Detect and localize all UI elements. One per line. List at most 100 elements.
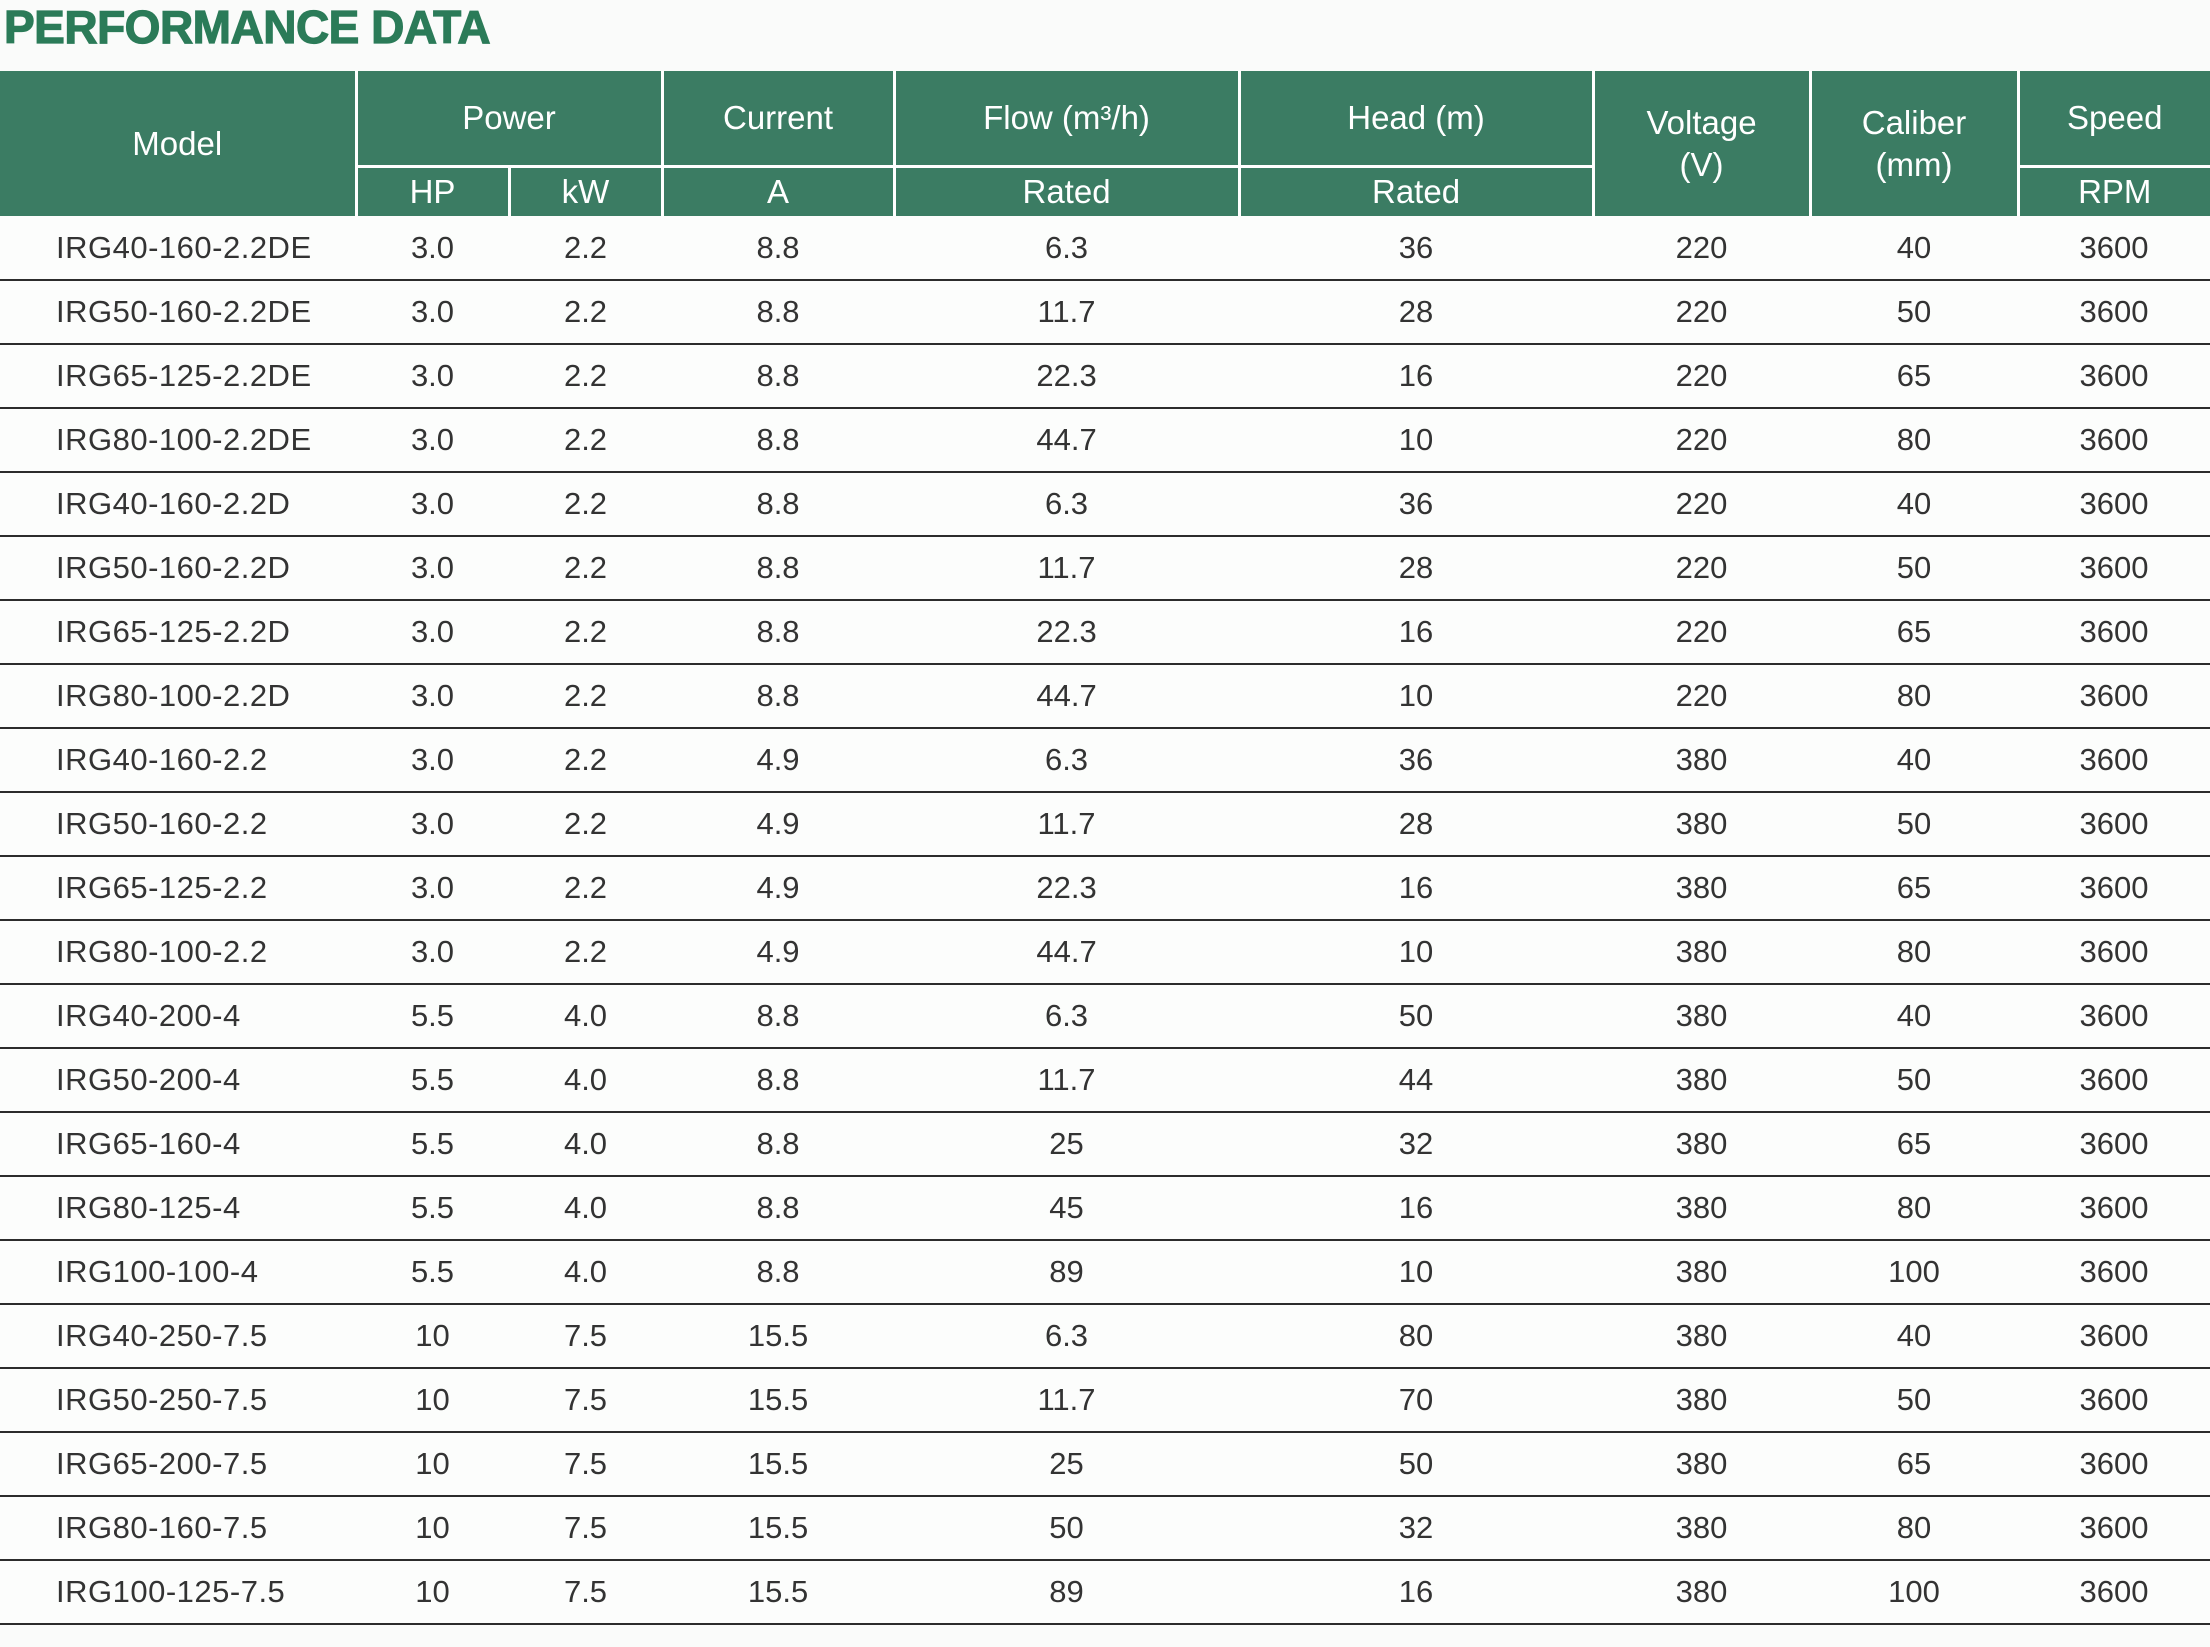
cell-flow-rated: 6.3 [894, 216, 1240, 281]
cell-power-kw: 4.0 [509, 984, 663, 1049]
cell-model: IRG50-160-2.2 [0, 792, 356, 857]
cell-voltage: 380 [1593, 1240, 1811, 1305]
cell-model: IRG80-125-4 [0, 1176, 356, 1241]
cell-caliber: 65 [1810, 600, 2019, 665]
table-body: IRG40-160-2.2DE 3.0 2.2 8.8 6.3 36 220 40 3600 IR… [0, 216, 2210, 1625]
page-title: PERFORMANCE DATA [3, 1, 491, 53]
cell-model: IRG50-160-2.2DE [0, 280, 356, 345]
cell-model: IRG80-160-7.5 [0, 1496, 356, 1561]
cell-speed-rpm: 3600 [2018, 728, 2210, 793]
cell-power-kw: 2.2 [509, 792, 663, 857]
cell-voltage: 380 [1593, 984, 1811, 1049]
cell-caliber: 80 [1810, 408, 2019, 473]
cell-caliber: 65 [1810, 856, 2019, 921]
cell-model: IRG65-160-4 [0, 1112, 356, 1177]
cell-head-rated: 32 [1239, 1496, 1594, 1561]
cell-voltage: 220 [1593, 216, 1811, 281]
cell-caliber: 40 [1810, 984, 2019, 1049]
cell-voltage: 380 [1593, 1048, 1811, 1113]
cell-voltage: 380 [1593, 856, 1811, 921]
cell-power-hp: 3.0 [356, 600, 509, 665]
cell-speed-rpm: 3600 [2018, 792, 2210, 857]
cell-head-rated: 16 [1239, 344, 1594, 409]
cell-flow-rated: 25 [894, 1432, 1240, 1497]
cell-caliber: 40 [1810, 472, 2019, 537]
cell-current-a: 8.8 [662, 664, 895, 729]
cell-flow-rated: 89 [894, 1560, 1240, 1625]
table-row: IRG40-200-4 5.5 4.0 8.8 6.3 50 380 40 3600 [0, 984, 2210, 1049]
cell-current-a: 8.8 [662, 408, 895, 473]
cell-flow-rated: 25 [894, 1112, 1240, 1177]
cell-flow-rated: 44.7 [894, 920, 1240, 985]
cell-power-kw: 7.5 [509, 1368, 663, 1433]
cell-model: IRG65-200-7.5 [0, 1432, 356, 1497]
cell-power-hp: 3.0 [356, 792, 509, 857]
cell-flow-rated: 6.3 [894, 984, 1240, 1049]
cell-caliber: 80 [1810, 1176, 2019, 1241]
cell-model: IRG80-100-2.2D [0, 664, 356, 729]
cell-current-a: 8.8 [662, 1048, 895, 1113]
table-row: IRG50-160-2.2DE 3.0 2.2 8.8 11.7 28 220 50 3600 [0, 280, 2210, 345]
cell-speed-rpm: 3600 [2018, 920, 2210, 985]
cell-flow-rated: 45 [894, 1176, 1240, 1241]
cell-flow-rated: 11.7 [894, 1048, 1240, 1113]
cell-flow-rated: 6.3 [894, 728, 1240, 793]
header-caliber-line1: Caliber [1861, 104, 1967, 142]
header-flow: Flow (m³/h) [892, 71, 1240, 166]
table-row: IRG65-125-2.2 3.0 2.2 4.9 22.3 16 380 65 3600 [0, 856, 2210, 921]
cell-flow-rated: 11.7 [894, 536, 1240, 601]
cell-power-kw: 7.5 [509, 1496, 663, 1561]
cell-speed-rpm: 3600 [2018, 600, 2210, 665]
cell-power-kw: 4.0 [509, 1048, 663, 1113]
cell-power-kw: 2.2 [509, 856, 663, 921]
cell-voltage: 380 [1593, 1560, 1811, 1625]
cell-speed-rpm: 3600 [2018, 472, 2210, 537]
table-row: IRG65-200-7.5 10 7.5 15.5 25 50 380 65 3600 [0, 1432, 2210, 1497]
cell-head-rated: 50 [1239, 984, 1594, 1049]
header-caliber: Caliber (mm) [1808, 71, 2019, 216]
cell-power-hp: 3.0 [356, 536, 509, 601]
header-head: Head (m) [1237, 71, 1594, 166]
cell-flow-rated: 22.3 [894, 344, 1240, 409]
cell-model: IRG40-160-2.2D [0, 472, 356, 537]
cell-head-rated: 10 [1239, 664, 1594, 729]
cell-flow-rated: 50 [894, 1496, 1240, 1561]
cell-current-a: 4.9 [662, 856, 895, 921]
cell-speed-rpm: 3600 [2018, 1432, 2210, 1497]
header-model: Model [0, 71, 356, 216]
cell-head-rated: 10 [1239, 920, 1594, 985]
cell-power-kw: 4.0 [509, 1176, 663, 1241]
cell-flow-rated: 89 [894, 1240, 1240, 1305]
cell-head-rated: 36 [1239, 216, 1594, 281]
cell-head-rated: 50 [1239, 1432, 1594, 1497]
table-row: IRG80-100-2.2 3.0 2.2 4.9 44.7 10 380 80 3600 [0, 920, 2210, 985]
cell-voltage: 380 [1593, 1432, 1811, 1497]
cell-current-a: 4.9 [662, 792, 895, 857]
cell-power-hp: 3.0 [356, 408, 509, 473]
cell-current-a: 8.8 [662, 536, 895, 601]
cell-model: IRG65-125-2.2DE [0, 344, 356, 409]
cell-current-a: 4.9 [662, 920, 895, 985]
cell-voltage: 220 [1593, 536, 1811, 601]
table-row: IRG50-160-2.2D 3.0 2.2 8.8 11.7 28 220 50 3600 [0, 536, 2210, 601]
cell-head-rated: 32 [1239, 1112, 1594, 1177]
cell-power-hp: 3.0 [356, 472, 509, 537]
cell-speed-rpm: 3600 [2018, 1240, 2210, 1305]
cell-caliber: 80 [1810, 664, 2019, 729]
header-speed: Speed [2016, 71, 2210, 166]
cell-caliber: 50 [1810, 280, 2019, 345]
cell-current-a: 15.5 [662, 1560, 895, 1625]
table-row: IRG80-160-7.5 10 7.5 15.5 50 32 380 80 3600 [0, 1496, 2210, 1561]
cell-power-hp: 3.0 [356, 664, 509, 729]
cell-head-rated: 10 [1239, 1240, 1594, 1305]
cell-model: IRG80-100-2.2 [0, 920, 356, 985]
cell-speed-rpm: 3600 [2018, 1560, 2210, 1625]
cell-power-kw: 2.2 [509, 920, 663, 985]
cell-caliber: 80 [1810, 920, 2019, 985]
cell-power-kw: 7.5 [509, 1304, 663, 1369]
cell-model: IRG100-100-4 [0, 1240, 356, 1305]
cell-caliber: 50 [1810, 792, 2019, 857]
cell-power-hp: 10 [356, 1560, 509, 1625]
cell-voltage: 380 [1593, 1304, 1811, 1369]
cell-power-kw: 2.2 [509, 664, 663, 729]
